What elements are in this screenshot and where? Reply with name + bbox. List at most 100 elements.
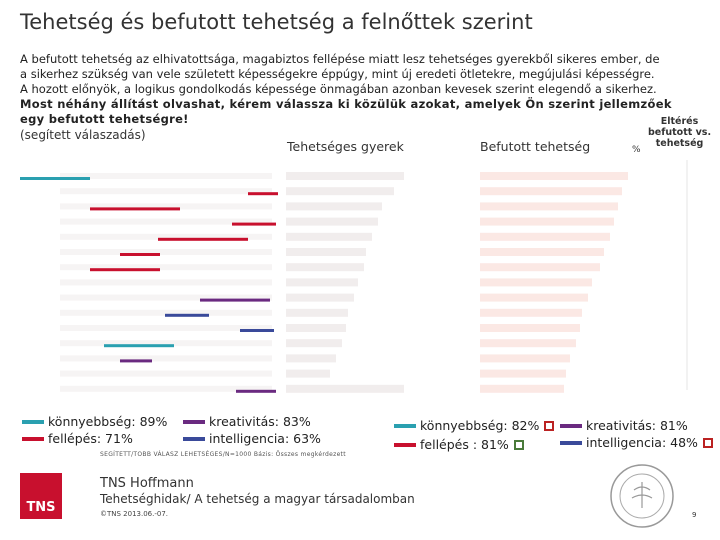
talented-child-bar — [286, 293, 354, 302]
talented-child-bar — [286, 308, 348, 317]
successful-talent-bar — [480, 248, 604, 256]
legend-left-appear: fellépés: 71% — [22, 431, 133, 446]
legend-label: kreativitás: 83% — [209, 414, 311, 429]
page-title: Tehetség és befutott tehetség a felnőtte… — [20, 10, 533, 34]
difference-header: Eltérés befutott vs. tehetség — [648, 116, 711, 149]
organization-seal-icon — [610, 464, 674, 528]
column-header-successful-talent: Befutott tehetség — [480, 139, 591, 154]
source-note: SEGÍTETT/TOBB VÁLASZ LEHETSÉGES/N=1000 B… — [100, 451, 346, 458]
intro-question-1: Most néhány állítást olvashat, kérem vál… — [20, 97, 672, 111]
successful-talent-bar — [480, 278, 592, 287]
intro-line-3: A hozott előnyök, a logikus gondolkodás … — [20, 82, 657, 96]
successful-talent-bar — [480, 384, 564, 393]
attribute-accent-line — [104, 344, 174, 348]
item-label-placeholder — [60, 385, 272, 392]
attribute-accent-line — [20, 177, 90, 180]
attribute-accent-line — [248, 192, 278, 196]
difference-header-line-2: befutott vs. — [648, 127, 712, 138]
successful-talent-bar — [480, 232, 610, 241]
legend-swatch-red — [394, 442, 416, 447]
successful-talent-bar — [480, 308, 582, 317]
successful-talent-bar — [480, 172, 628, 180]
legend-label: könnyebbség: 89% — [48, 414, 168, 429]
successful-talent-bar — [480, 202, 618, 211]
increase-marker-icon — [513, 439, 524, 450]
attribute-accent-line — [120, 359, 152, 363]
attribute-accent-line — [90, 207, 180, 211]
attribute-accent-line — [165, 313, 209, 317]
legend-right-creative: kreativitás: 81% — [560, 418, 688, 433]
legend-right-intel: intelligencia: 48% — [560, 435, 713, 450]
comparison-bar-chart — [20, 160, 688, 393]
item-label-placeholder — [60, 233, 272, 240]
attribute-accent-line — [200, 298, 270, 302]
decrease-marker-icon — [702, 437, 713, 448]
talented-child-bar — [286, 339, 342, 348]
legend-right-easy: könnyebbség: 82% — [394, 418, 555, 433]
assisted-answer-note: (segített válaszadás) — [20, 128, 146, 142]
talented-child-bar — [286, 172, 404, 180]
talented-child-bar — [286, 384, 404, 393]
talented-child-bar — [286, 324, 346, 332]
intro-question-2: egy befutott tehetségre! — [20, 112, 189, 126]
report-subtitle: Tehetséghidak/ A tehetség a magyar társa… — [100, 492, 415, 506]
item-label-placeholder — [60, 188, 272, 195]
intro-line-2: a sikerhez szükség van vele született ké… — [20, 67, 655, 81]
column-header-talented-child: Tehetséges gyerek — [287, 139, 404, 154]
talented-child-bar — [286, 217, 378, 226]
attribute-accent-line — [236, 389, 276, 393]
attribute-accent-line — [240, 329, 274, 332]
attribute-accent-line — [158, 237, 248, 241]
legend-left-intel: intelligencia: 63% — [183, 431, 321, 446]
percent-label: % — [632, 145, 641, 155]
item-label-placeholder — [60, 279, 272, 286]
decrease-marker-icon — [544, 420, 555, 431]
legend-label: intelligencia: 63% — [209, 431, 321, 446]
legend-label: fellépés: 71% — [48, 431, 133, 446]
talented-child-bar — [286, 369, 330, 378]
difference-header-line-3: tehetség — [655, 138, 704, 149]
legend-swatch-purple — [560, 423, 582, 428]
legend-swatch-blue — [183, 436, 205, 441]
item-label-placeholder — [60, 370, 272, 377]
tns-logo: TNS — [20, 473, 62, 519]
successful-talent-bar — [480, 293, 588, 302]
attribute-accent-line — [120, 253, 160, 256]
item-label-placeholder — [60, 309, 272, 316]
item-label-placeholder — [60, 173, 272, 179]
attribute-accent-line — [232, 222, 276, 226]
successful-talent-bar — [480, 324, 580, 332]
item-label-placeholder — [60, 203, 272, 210]
page-number: 9 — [692, 511, 697, 519]
item-label-placeholder — [60, 264, 272, 271]
successful-talent-bar — [480, 217, 614, 226]
difference-header-line-1: Eltérés — [660, 116, 699, 127]
legend-left-creative: kreativitás: 83% — [183, 414, 311, 429]
talented-child-bar — [286, 202, 382, 211]
talented-child-bar — [286, 248, 366, 256]
successful-talent-bar — [480, 263, 600, 272]
footer-date: ©TNS 2013.06.-07. — [100, 510, 169, 518]
item-label-placeholder — [60, 249, 272, 255]
successful-talent-bar — [480, 369, 566, 378]
successful-talent-bar — [480, 354, 570, 363]
successful-talent-bar — [480, 339, 576, 348]
successful-talent-bar — [480, 187, 622, 196]
legend-label: kreativitás: 81% — [586, 418, 688, 433]
legend-swatch-teal — [394, 423, 416, 428]
legend-swatch-purple — [183, 419, 205, 424]
legend-label: fellépés : 81% — [420, 437, 509, 452]
talented-child-bar — [286, 187, 394, 196]
intro-text: A befutott tehetség az elhivatottsága, m… — [20, 52, 710, 127]
legend-right-appear: fellépés : 81% — [394, 437, 524, 452]
legend-swatch-red — [22, 436, 44, 441]
talented-child-bar — [286, 263, 364, 272]
item-label-placeholder — [60, 340, 272, 347]
item-label-placeholder — [60, 294, 272, 301]
legend-swatch-blue — [560, 440, 582, 445]
legend-label: intelligencia: 48% — [586, 435, 698, 450]
legend-label: könnyebbség: 82% — [420, 418, 540, 433]
legend-swatch-teal — [22, 419, 44, 424]
item-label-placeholder — [60, 325, 272, 331]
talented-child-bar — [286, 354, 336, 363]
